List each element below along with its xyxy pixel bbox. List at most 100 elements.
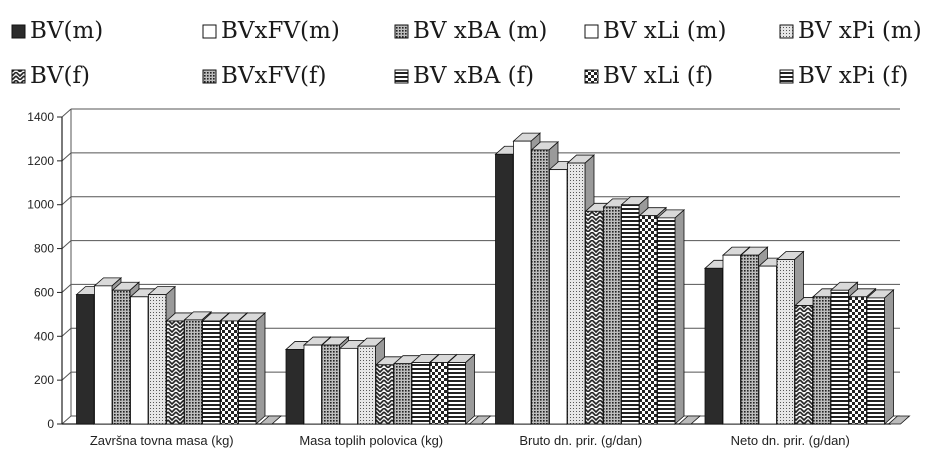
bar-front [848,296,867,425]
floor-segment [887,415,911,425]
y-tick-label: 200 [34,373,54,387]
legend-label: BV(f) [30,63,90,89]
x-category-label: Završna tovna masa (kg) [90,433,234,448]
y-tick-label: 1200 [27,154,54,168]
bar-front [495,153,514,425]
legend-swatch [202,69,217,84]
legend-label: BVxFV(m) [221,18,340,44]
bar-front [603,206,622,425]
bars [75,132,911,425]
bar-bv-xpi-f-1 [237,312,267,425]
legend-swatch [394,69,409,84]
bar-bv-xpi-f-3 [656,208,686,425]
legend-item: BV xLi (f) [584,63,713,89]
gridline-depth [61,327,72,337]
legend-swatch [394,24,409,39]
bar-front [429,362,448,425]
bar-front [639,215,658,425]
gridline-depth [61,196,72,206]
gridline-depth [61,108,72,118]
bar-front [112,289,131,425]
floor-segment [258,415,283,425]
legend-label: BV xPi (f) [798,63,908,89]
bar-front [202,320,221,425]
y-tick-label: 1000 [27,198,54,212]
bar-front [794,305,813,425]
y-tick-label: 1400 [27,110,54,124]
legend-label: BV xPi (m) [798,18,922,44]
bar-front [704,267,723,425]
bar-front [321,344,340,425]
bar-front [830,289,849,425]
legend-item: BVxFV(f) [202,63,327,89]
bar-front [375,364,394,425]
bar-front [184,319,203,425]
bar-front [776,259,795,425]
x-category-label: Bruto dn. prir. (g/dan) [519,433,642,448]
bar-front [447,362,466,425]
y-tick-label: 600 [34,285,54,299]
bar-front [166,320,185,425]
legend-swatch [11,24,26,39]
y-tick-label: 800 [34,242,54,256]
legend-item: BV xBA (f) [394,63,534,89]
legend-label: BVxFV(f) [221,63,327,89]
bar-front [657,217,676,425]
bar-front [513,140,532,425]
floor-segment [468,415,492,425]
legend-swatch [779,69,794,84]
bar-bv-xpi-f-2 [446,353,476,425]
legend-item: BV xPi (m) [779,18,922,44]
legend-item: BV(f) [11,63,90,89]
bar-front [303,344,322,425]
legend: BV(m) BVxFV(m) BV xBA (m) BV xLi (m) BV xPi … [11,18,922,89]
bar-front [148,294,167,425]
bar-front [411,362,430,425]
legend-swatch [584,69,599,84]
legend-swatch [584,24,599,39]
legend-label: BV xBA (m) [413,18,547,44]
floor-segment [677,415,702,425]
x-axis-labels: Završna tovna masa (kg) Masa toplih polov… [90,433,850,448]
legend-swatch [11,69,26,84]
gridline-depth [61,152,72,162]
x-category-label: Neto dn. prir. (g/dan) [731,433,850,448]
legend-label: BV xLi (f) [603,63,713,89]
bar-front [94,285,113,425]
bar-side [465,353,475,425]
gridline-depth [61,284,72,293]
bar-front [567,162,586,425]
bar-front [866,297,885,425]
x-category-label: Masa toplih polovica (kg) [299,433,443,448]
legend-item: BV xPi (f) [779,63,908,89]
gridline-depth [61,240,72,249]
bar-front [130,296,149,425]
bar-front [549,169,568,425]
bar-front [285,349,304,425]
bar-front [357,345,376,425]
legend-item: BV(m) [11,18,103,44]
bar-front [220,320,239,425]
legend-swatch [202,24,217,39]
legend-item: BV xBA (m) [394,18,547,44]
gridline-depth [61,371,72,381]
bar-side [255,312,266,425]
gridline-depth [61,415,72,425]
bar-side [884,289,894,425]
bar-bv-xpi-f-4 [865,289,895,425]
bar-front [621,204,640,425]
legend-label: BV xLi (m) [603,18,727,44]
bar-front [238,320,257,425]
bar-front [722,254,741,425]
bar-front [531,149,550,425]
legend-label: BV xBA (f) [413,63,534,89]
bar-front [812,296,831,425]
y-tick-label: 0 [47,417,54,431]
legend-item: BVxFV(m) [202,18,340,44]
bar-front [740,254,759,425]
y-tick-label: 400 [34,329,54,343]
bar-front [758,265,777,425]
bar-front [76,294,95,425]
